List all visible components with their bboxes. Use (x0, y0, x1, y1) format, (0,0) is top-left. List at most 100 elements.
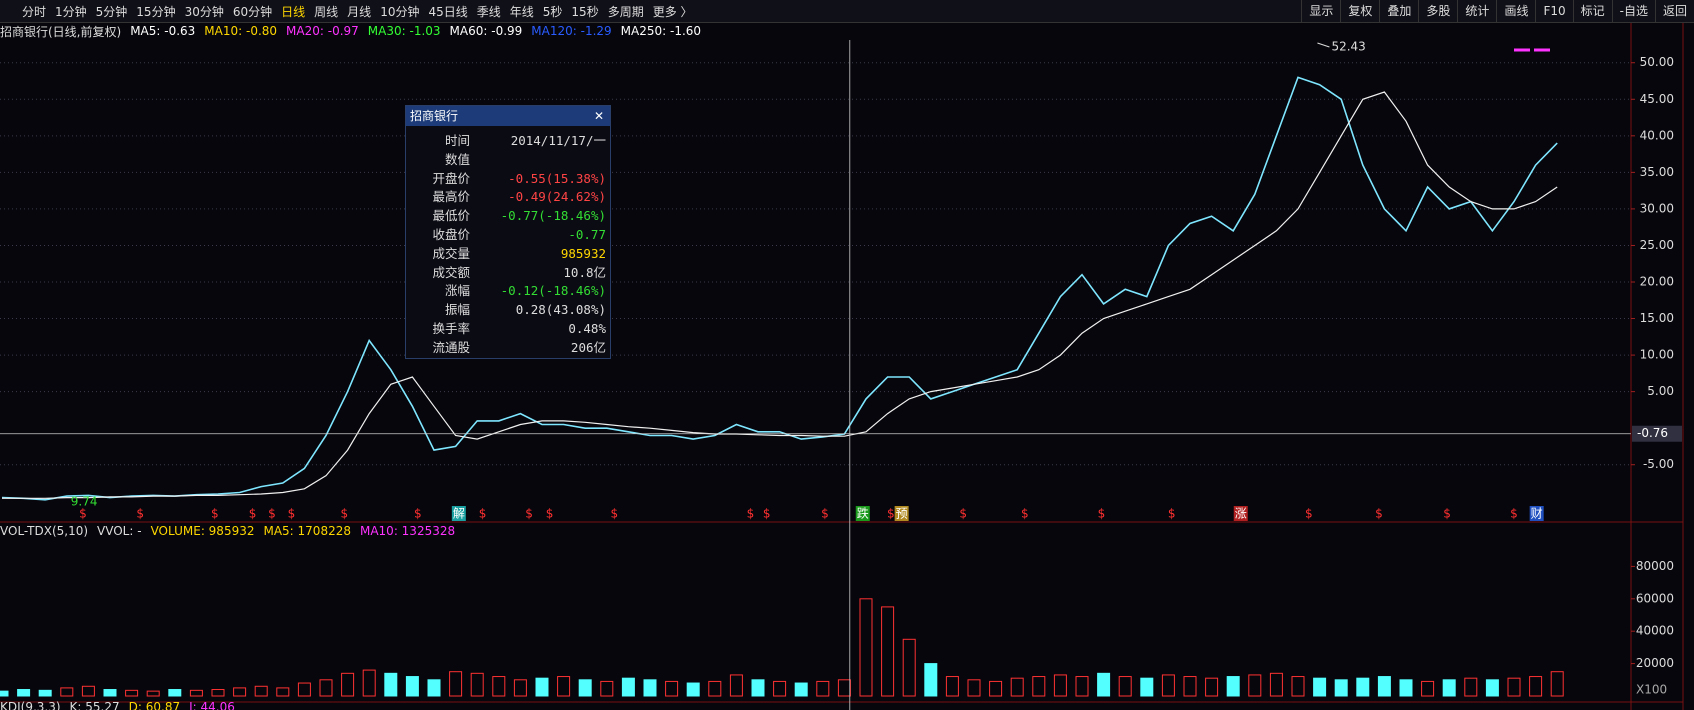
volume-bar (557, 676, 571, 697)
tool-button[interactable]: 标记 (1572, 0, 1612, 22)
event-marker: $ (763, 507, 771, 521)
volume-bar (686, 682, 700, 697)
event-marker: $ (79, 507, 87, 521)
volume-bar (1421, 680, 1435, 697)
volume-bar (146, 690, 160, 697)
volume-bar (578, 679, 592, 697)
event-marker: $ (887, 507, 895, 521)
volume-bar (794, 682, 808, 697)
price-line (1, 76, 1558, 501)
volume-bar (60, 687, 74, 697)
event-marker: $ (288, 507, 296, 521)
tooltip-row: 振幅 0.28(43.08%) (406, 301, 610, 320)
y-tick-label: 45.00 (1640, 92, 1674, 106)
period-tab[interactable]: 5秒 (542, 4, 563, 19)
period-tab[interactable]: 日线 (281, 4, 306, 19)
kdj-header: KDJ(9,3,3) K: 55.27 D: 60.87 J: 44.06 (0, 700, 235, 710)
volume-bar (708, 680, 722, 697)
period-tab[interactable]: 60分钟 (232, 4, 273, 19)
event-marker: $ (479, 507, 487, 521)
period-tab[interactable]: 分时 (22, 4, 47, 19)
volume-bar (1442, 679, 1456, 697)
period-tab[interactable]: 多周期 (607, 4, 644, 19)
volume-bar (233, 687, 247, 697)
ma-indicator: MA10: -0.80 (204, 24, 278, 38)
period-tab[interactable]: 15分钟 (136, 4, 176, 19)
tool-button[interactable]: 显示 (1301, 0, 1340, 22)
period-tab[interactable]: 30分钟 (184, 4, 224, 19)
event-marker: $ (747, 507, 755, 521)
event-marker: $ (525, 507, 533, 521)
tool-button[interactable]: 统计 (1457, 0, 1496, 22)
volume-bar (989, 680, 1003, 697)
row-label: 开盘价 (432, 170, 470, 186)
y-tick-label: 80000 (1636, 559, 1674, 573)
close-icon[interactable]: ✕ (593, 109, 604, 123)
volume-bar (1053, 674, 1067, 697)
volume-bar (0, 690, 9, 697)
tool-button[interactable]: 复权 (1340, 0, 1379, 22)
period-tab[interactable]: 周线 (314, 4, 339, 19)
period-tab[interactable]: 10分钟 (380, 4, 420, 19)
volume-header: VOL-TDX(5,10) VVOL: - VOLUME: 985932 MA5: 1… (0, 522, 455, 539)
volume-bar (816, 680, 830, 697)
tooltip-row: 流通股 206亿 (406, 339, 610, 358)
event-bg (451, 506, 466, 521)
tooltip-title-text: 招商银行 (410, 109, 459, 123)
tool-button[interactable]: 画线 (1496, 0, 1535, 22)
event-marker: $ (211, 507, 219, 521)
event-marker: $ (546, 507, 554, 521)
period-tab[interactable]: 15秒 (571, 4, 599, 19)
tool-button[interactable]: 叠加 (1379, 0, 1418, 22)
ma-indicator: MA60: -0.99 (449, 24, 523, 38)
event-marker: $ (1305, 507, 1313, 521)
price-line (2, 91, 1558, 499)
volume-bar (1140, 677, 1154, 697)
tool-button[interactable]: -自选 (1611, 0, 1655, 22)
period-tab[interactable]: 年线 (509, 4, 534, 19)
volume-bar (1226, 676, 1240, 697)
volume-bar (1032, 676, 1046, 697)
row-value: 206亿 (570, 339, 606, 355)
event-marker: 跌 (857, 506, 869, 521)
event-marker: $ (611, 507, 619, 521)
volume-bar (729, 674, 743, 697)
row-value: -0.12(-18.46%) (500, 283, 606, 299)
volume-bar (751, 679, 765, 697)
row-label: 最低价 (432, 208, 470, 224)
period-tab[interactable]: 45日线 (428, 4, 468, 19)
period-tab[interactable]: 更多 〉 (652, 4, 693, 19)
volume-bar (492, 676, 506, 697)
event-marker: $ (249, 507, 257, 521)
row-value: 10.8亿 (563, 264, 606, 280)
period-tab[interactable]: 1分钟 (55, 4, 87, 19)
tool-button[interactable]: 返回 (1654, 0, 1694, 22)
period-tabs: 分时 1分钟 5分钟 15分钟 30分钟 60分钟 日线 周线 月线 10分钟 45日线 季线 年线 5秒… (0, 3, 693, 20)
volume-indicator: VOLUME: 985932 (150, 523, 255, 538)
row-label: 最高价 (432, 189, 470, 205)
volume-indicator: VVOL: - (97, 523, 142, 538)
y-tick-label: 35.00 (1640, 165, 1674, 179)
period-tab[interactable]: 月线 (347, 4, 372, 19)
volume-bar (81, 685, 95, 697)
y-tick-label: 15.00 (1640, 311, 1674, 325)
period-tab[interactable]: 季线 (476, 4, 501, 19)
tooltip-row: 成交额 10.8亿 (406, 264, 610, 283)
event-marker: $ (1443, 507, 1451, 521)
kdj-indicator: K: 55.27 (69, 700, 120, 710)
tool-button[interactable]: 多股 (1418, 0, 1457, 22)
volume-bar (1399, 679, 1413, 697)
row-label: 收盘价 (432, 226, 470, 242)
tool-button[interactable]: F10 (1535, 0, 1572, 22)
kdj-indicator: D: 60.87 (128, 700, 181, 710)
period-tab[interactable]: 5分钟 (95, 4, 128, 19)
event-marker: 涨 (1235, 506, 1247, 521)
row-value: 985932 (560, 245, 606, 261)
event-marker: $ (959, 507, 967, 521)
event-marker: 解 (453, 507, 465, 521)
event-bg (894, 506, 909, 521)
row-label: 涨幅 (444, 283, 470, 299)
tooltip-row: 成交量 985932 (406, 245, 610, 264)
y-tick-label: 5.00 (1647, 384, 1674, 398)
y-tick-label: 10.00 (1640, 348, 1674, 362)
